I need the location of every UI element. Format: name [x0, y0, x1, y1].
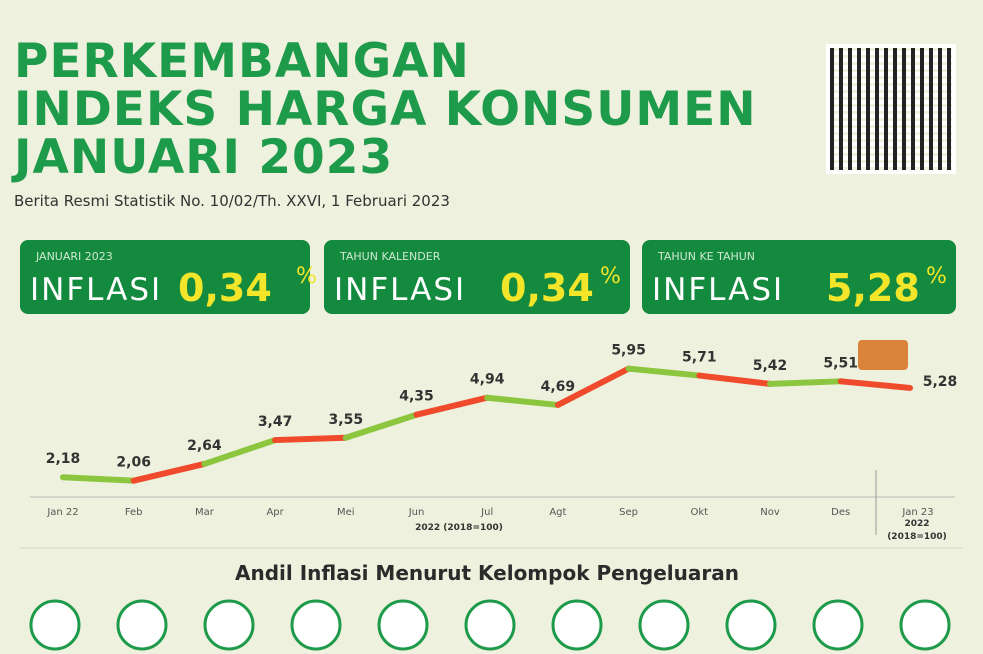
line-segment: [413, 394, 491, 418]
x-label: 2022: [904, 519, 929, 529]
line-segment: [342, 411, 420, 441]
value-label: 4,94: [470, 372, 505, 388]
x-tick-label: Mar: [195, 507, 215, 518]
value-label: 5,95: [611, 343, 646, 359]
title: PERKEMBANGAN INDEKS HARGA KONSUMEN JANUA…: [14, 38, 757, 182]
value-label: 2,06: [116, 455, 151, 471]
x-tick-label: Jan 22: [46, 507, 78, 518]
value-label: 3,55: [329, 412, 364, 428]
x-tick-label: Feb: [125, 507, 143, 518]
line-segment: [554, 365, 632, 408]
value-label: 3,47: [258, 414, 293, 430]
card-text: INFLASI: [30, 272, 163, 308]
line-segment: [130, 460, 208, 484]
value-label: 5,28: [923, 374, 958, 390]
card-unit: %: [926, 264, 947, 289]
card: TAHUN KALENDER INFLASI 0,34 %: [324, 240, 630, 314]
line-segment: [60, 474, 137, 484]
x-tick-label: Jun: [408, 507, 425, 518]
card-unit: %: [600, 264, 621, 289]
title-line: INDEKS HARGA KONSUMEN: [14, 82, 757, 137]
x-tick-label: Des: [831, 507, 850, 518]
x-label: (2018=100): [887, 532, 947, 542]
value-label: 5,42: [753, 358, 788, 374]
card-value: 0,34: [178, 266, 272, 310]
line-segment: [484, 394, 561, 408]
qr-code: [826, 44, 956, 174]
line-segment: [837, 378, 913, 391]
line-segment: [696, 372, 773, 387]
title-line: PERKEMBANGAN: [14, 34, 470, 89]
x-tick-label: Agt: [549, 507, 566, 518]
value-label: 4,69: [541, 379, 576, 395]
x-tick-label: Sep: [619, 507, 638, 518]
icons: [29, 599, 951, 651]
truck-icon: [858, 340, 908, 370]
card-unit: %: [296, 264, 317, 289]
card-label: TAHUN KE TAHUN: [658, 250, 756, 263]
x-tick-label: Nov: [760, 507, 780, 518]
line-segment: [272, 434, 349, 444]
value-label: 5,51: [823, 355, 858, 371]
title-line: JANUARI 2023: [14, 130, 394, 185]
value-label: 2,18: [46, 451, 81, 467]
card-label: JANUARI 2023: [36, 250, 113, 263]
x-tick-label: Okt: [691, 507, 709, 518]
card-label: TAHUN KALENDER: [340, 250, 441, 263]
value-label: 5,71: [682, 350, 717, 366]
x-tick-label: Apr: [266, 507, 284, 518]
x-tick-label: Jul: [480, 507, 493, 518]
card-text: INFLASI: [652, 272, 785, 308]
value-label: 4,35: [399, 389, 434, 405]
card-text: INFLASI: [334, 272, 467, 308]
card: TAHUN KE TAHUN INFLASI 5,28 %: [642, 240, 956, 314]
line-segment: [625, 365, 703, 379]
x-tick-label: Jan 23: [901, 507, 933, 518]
x-label: 2022 (2018=100): [415, 523, 503, 533]
line-segment: [201, 437, 279, 467]
value-label: 2,64: [187, 438, 222, 454]
x-tick-label: Mei: [337, 507, 355, 518]
section-title: Andil Inflasi Menurut Kelompok Pengeluar…: [235, 561, 739, 585]
card-value: 5,28: [826, 266, 920, 310]
line-segment: [767, 378, 844, 387]
subtitle: Berita Resmi Statistik No. 10/02/Th. XXV…: [14, 192, 450, 210]
card-value: 0,34: [500, 266, 594, 310]
card: JANUARI 2023 INFLASI 0,34 %: [20, 240, 317, 314]
